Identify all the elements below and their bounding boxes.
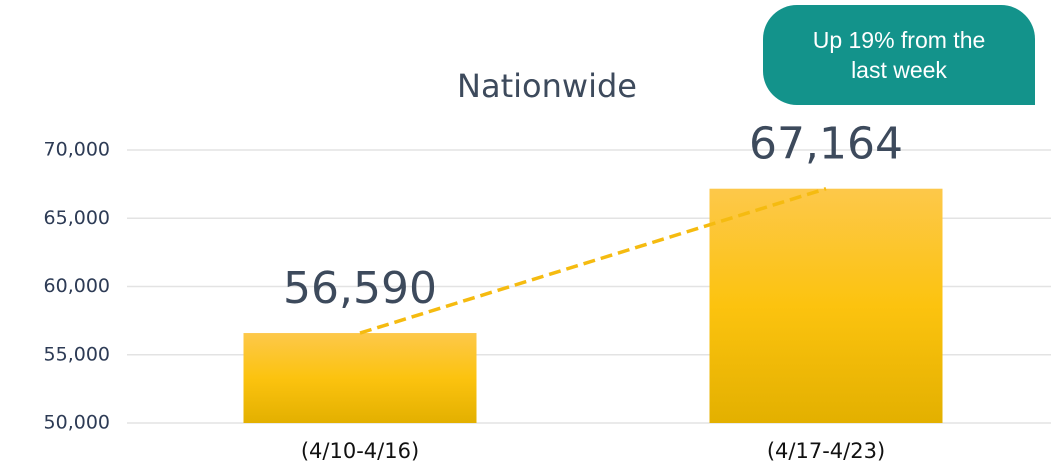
value-label: 67,164 bbox=[749, 119, 903, 170]
chart-title: Nationwide bbox=[457, 67, 637, 105]
annotation: Up 19% from the last week bbox=[763, 5, 1035, 105]
y-tick-label: 65,000 bbox=[44, 207, 110, 229]
bar bbox=[243, 333, 477, 423]
trend-line bbox=[359, 187, 827, 335]
y-tick-label: 55,000 bbox=[44, 343, 110, 365]
value-label: 56,590 bbox=[283, 263, 437, 314]
x-tick-label: (4/17-4/23) bbox=[767, 439, 885, 463]
bar bbox=[709, 188, 943, 423]
y-tick-label: 70,000 bbox=[44, 139, 110, 161]
y-tick-label: 50,000 bbox=[44, 412, 110, 434]
y-tick-label: 60,000 bbox=[44, 275, 110, 297]
x-tick-label: (4/10-4/16) bbox=[301, 439, 419, 463]
